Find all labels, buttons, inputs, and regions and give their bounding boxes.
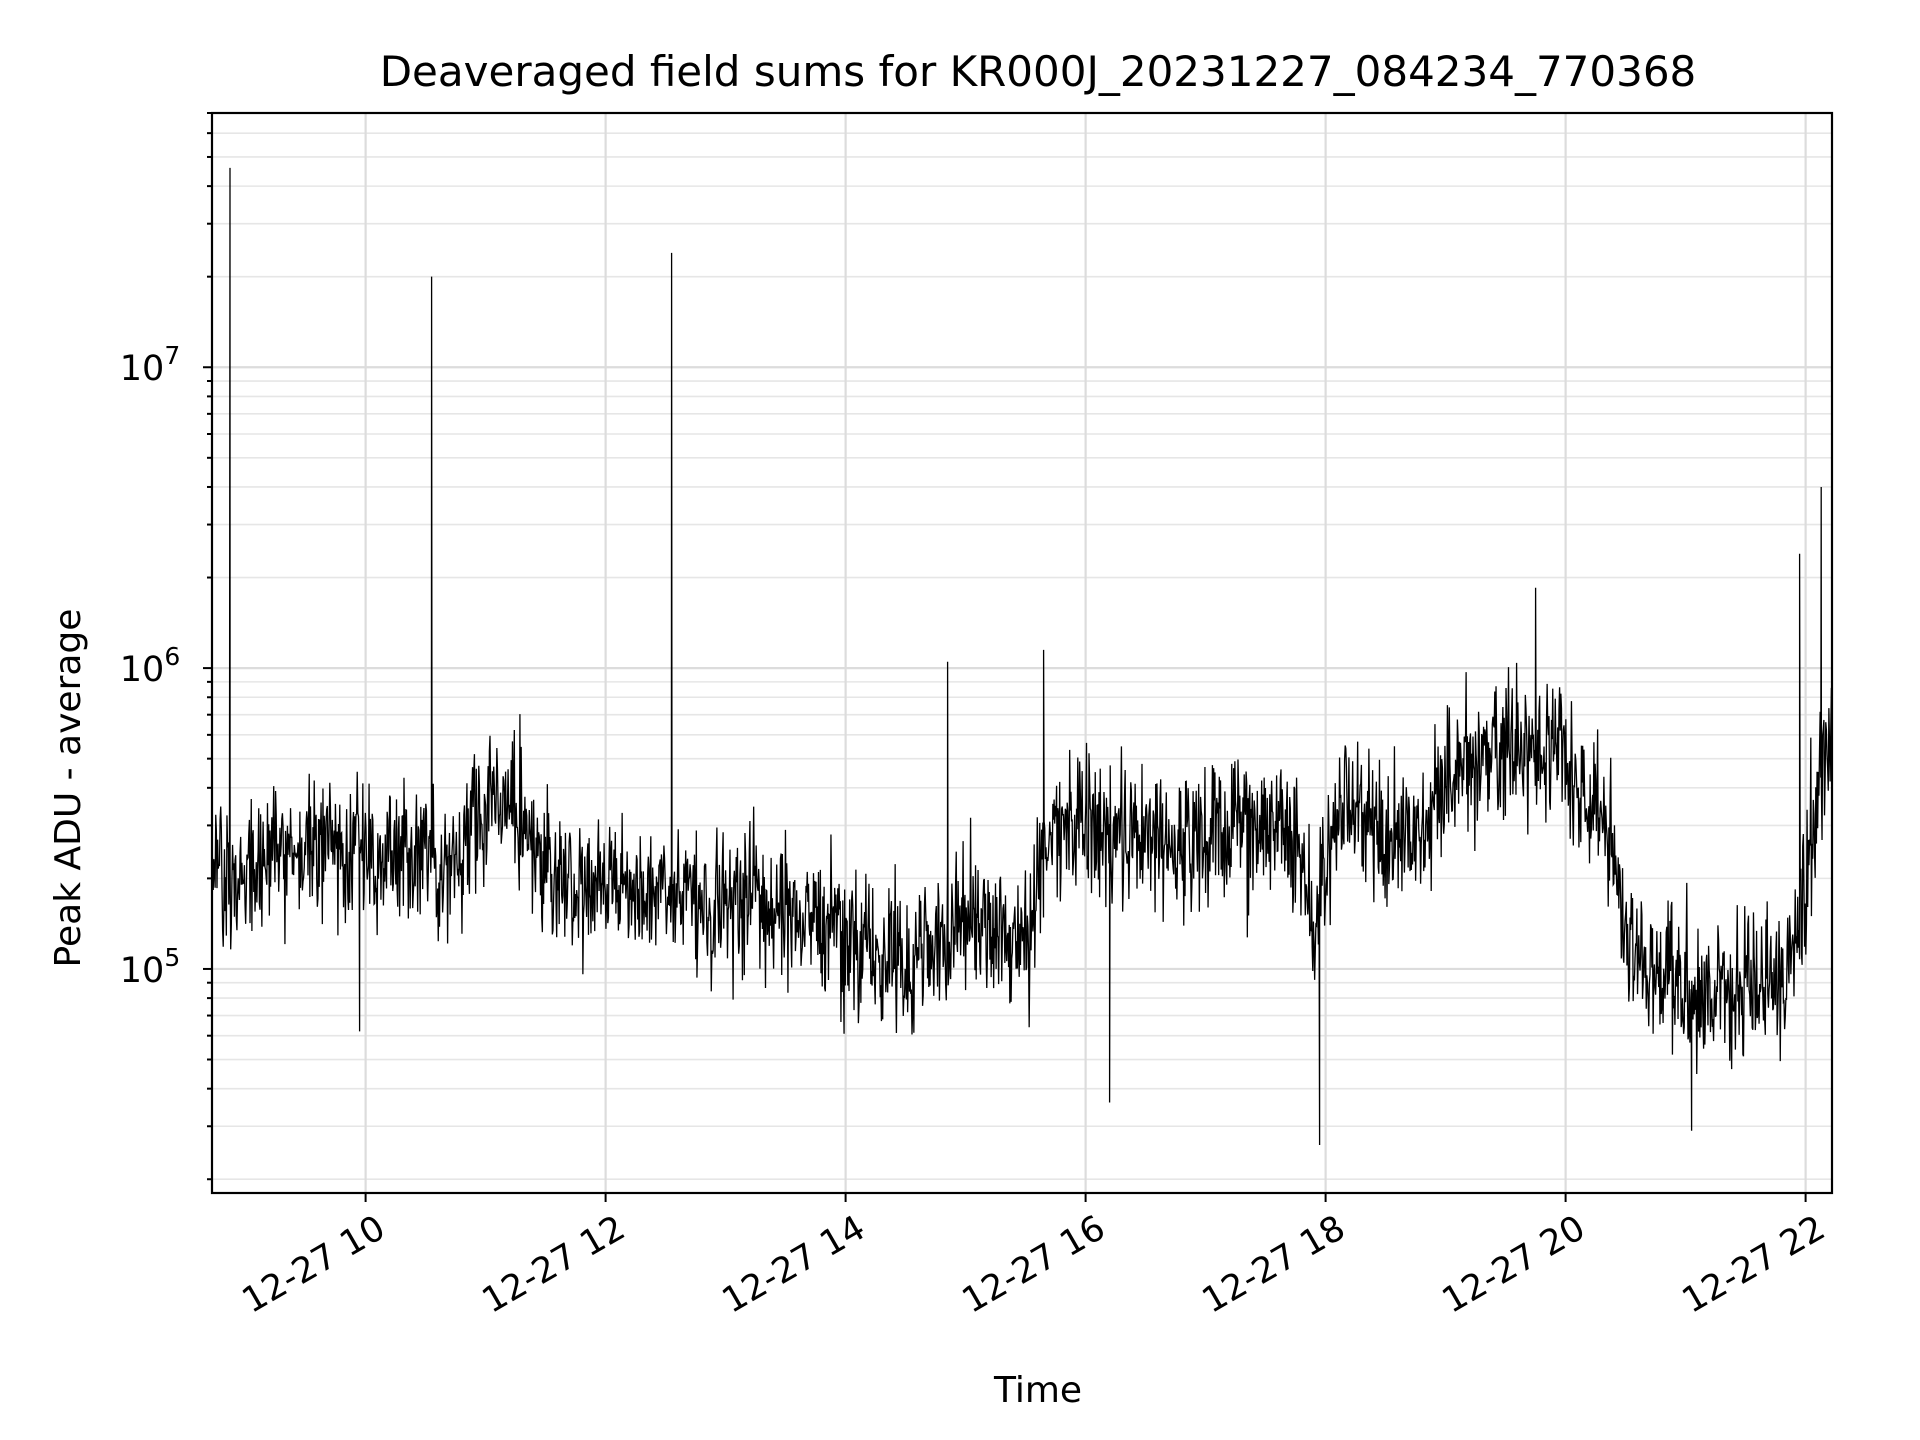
y-axis-label: Peak ADU - average (48, 609, 89, 968)
x-tick-label: 12-27 14 (716, 1208, 872, 1321)
x-tick-label: 12-27 12 (476, 1208, 632, 1321)
x-tick-label: 12-27 22 (1676, 1208, 1832, 1321)
y-tick-label: 106 (120, 642, 180, 690)
series-group (211, 167, 1833, 1145)
y-tick-label-exponent: 7 (164, 341, 180, 370)
y-tick-label-base: 10 (120, 951, 165, 991)
y-tick-label: 107 (120, 341, 180, 389)
x-tick-label: 12-27 16 (956, 1208, 1112, 1321)
grid (212, 112, 1832, 1193)
series-line (211, 167, 1833, 1145)
y-tick-label-exponent: 6 (164, 642, 180, 671)
x-tick-label: 12-27 10 (236, 1208, 392, 1321)
chart-title: Deaveraged field sums for KR000J_2023122… (380, 47, 1697, 96)
y-tick-label-base: 10 (120, 349, 165, 389)
y-tick-label-base: 10 (120, 650, 165, 690)
x-axis: 12-27 10 12-27 12 12-27 14 12-27 16 12-27 18… (236, 1193, 1832, 1321)
y-tick-label: 105 (120, 943, 180, 991)
plot-frame (210, 111, 1834, 1195)
y-tick-label-exponent: 5 (164, 943, 180, 972)
x-axis-label: Time (993, 1370, 1082, 1411)
x-tick-label: 12-27 18 (1196, 1208, 1352, 1321)
x-tick-label: 12-27 20 (1436, 1208, 1592, 1321)
